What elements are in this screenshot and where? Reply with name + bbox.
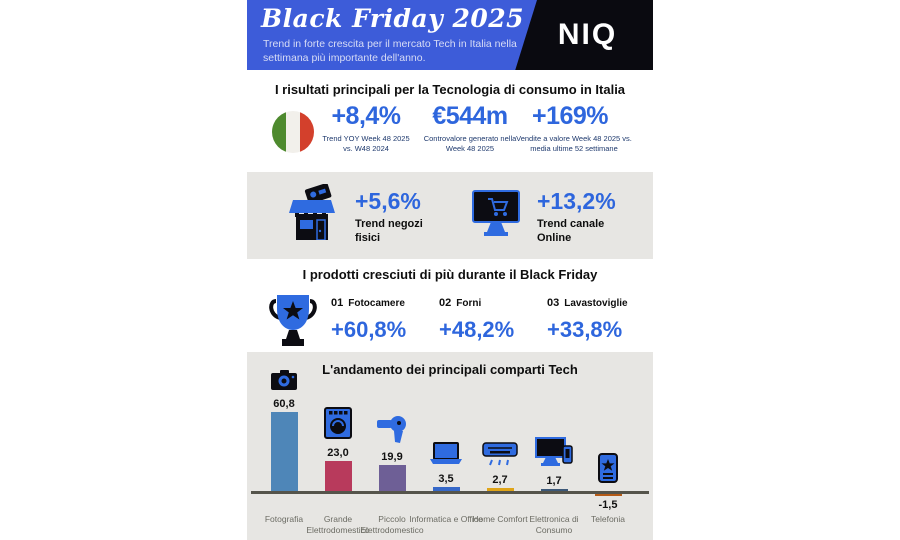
stat-value: +5,6%: [355, 188, 421, 214]
italy-flag-icon: [272, 111, 314, 158]
bar: [378, 465, 406, 491]
category-label: Elettronica di Consumo: [529, 514, 579, 536]
content-column: Black Friday 2025 Trend in forte crescit…: [247, 0, 653, 540]
online-channel-stat: +13,2% Trend canale Online: [537, 188, 617, 246]
page-title: Black Friday 2025: [261, 4, 525, 33]
bar: [540, 488, 568, 491]
bar: [486, 487, 514, 491]
stat-trend-yoy: +8,4% Trend YOY Week 48 2025 vs. W48 202…: [311, 102, 421, 154]
channels-band: +5,6% Trend negozi fisici +13,2% Trend c: [247, 172, 653, 259]
bar-grande-elettrodomestico: 23,0: [303, 407, 373, 491]
product-rank-2: 02 Forni +48,2%: [439, 293, 514, 343]
tv-phone-icon: [535, 436, 573, 472]
category-label: Grande Elettrodomestico: [306, 514, 370, 536]
page-subtitle: Trend in forte crescita per il mercato T…: [263, 38, 517, 64]
stat-value: +8,4%: [331, 102, 401, 130]
chart-baseline: [251, 491, 649, 494]
results-title: I risultati principali per la Tecnologia…: [274, 82, 626, 97]
air-conditioner-icon: [482, 441, 518, 471]
store-icon: [287, 183, 337, 245]
hairdryer-icon: [376, 415, 408, 448]
rank-number: 03: [547, 297, 560, 309]
laptop-icon: [430, 441, 462, 470]
stat-caption: Trend YOY Week 48 2025 vs. W48 2024: [322, 134, 410, 153]
product-rank-1: 01 Fotocamere +60,8%: [331, 293, 406, 343]
bar: [270, 412, 298, 491]
product-rank-3: 03 Lavastoviglie +33,8%: [547, 293, 628, 343]
online-monitor-icon: [472, 190, 520, 241]
stat-vs-average: +169% Vendite a valore Week 48 2025 vs. …: [515, 102, 632, 154]
bar-fotografia: 60,8: [249, 370, 319, 491]
category-label: Piccolo Elettrodomestico: [360, 514, 424, 536]
smartphone-icon: [598, 453, 618, 488]
product-value: +33,8%: [547, 317, 623, 342]
top-products-section: I prodotti cresciuti di più durante il B…: [247, 259, 653, 352]
product-value: +60,8%: [331, 317, 407, 342]
stat-caption: Vendite a valore Week 48 2025 vs. media …: [516, 134, 632, 153]
bar-value: 2,7: [492, 473, 508, 486]
bar-piccolo-elettrodomestico: 19,9: [357, 415, 427, 491]
product-name: Fotocamere: [348, 298, 405, 309]
stat-label: Trend negozi fisici: [355, 218, 423, 244]
bar-value: 23,0: [327, 447, 349, 460]
category-label: Informatica e Office: [409, 514, 483, 524]
bar: [432, 486, 460, 491]
bar-value: -1,5: [598, 499, 618, 511]
bar-informatica-office: 3,5: [411, 441, 481, 491]
oven-icon: [324, 407, 352, 444]
stat-value: €544m: [432, 102, 508, 130]
results-section: I risultati principali per la Tecnologia…: [247, 80, 653, 172]
product-name: Forni: [456, 298, 482, 309]
product-name: Lavastoviglie: [564, 298, 628, 309]
stat-turnover: €544m Controvalore generato nella Week 4…: [415, 102, 525, 154]
bar-elettronica-consumo: 1,7: [519, 436, 589, 491]
bar: [324, 461, 352, 491]
bar-home-comfort: 2,7: [465, 441, 535, 491]
top-products-title: I prodotti cresciuti di più durante il B…: [302, 267, 598, 282]
category-label: Home Comfort: [472, 514, 528, 524]
camera-icon: [271, 370, 297, 395]
stat-caption: Controvalore generato nella Week 48 2025: [423, 134, 517, 153]
physical-stores-stat: +5,6% Trend negozi fisici: [355, 188, 435, 246]
header-banner: Black Friday 2025 Trend in forte crescit…: [247, 0, 653, 70]
tech-sectors-chart: L'andamento dei principali comparti Tech…: [247, 352, 653, 540]
niq-logo-panel: NIQ: [515, 0, 653, 70]
stat-label: Trend canale Online: [537, 218, 605, 244]
category-label: Fotografia: [264, 514, 304, 524]
chart-title: L'andamento dei principali comparti Tech: [322, 362, 578, 377]
stat-value: +169%: [531, 102, 609, 130]
stat-value: +13,2%: [537, 188, 616, 214]
bar-value: 60,8: [273, 398, 295, 410]
trophy-icon: [269, 291, 317, 354]
bar: [594, 494, 622, 496]
category-label: Telefonia: [590, 514, 626, 524]
bar-value: 3,5: [438, 472, 454, 485]
bar-telefonia: -1,5: [573, 453, 643, 511]
niq-logo: NIQ: [557, 18, 618, 51]
bar-value: 19,9: [381, 451, 403, 464]
product-value: +48,2%: [439, 317, 515, 342]
bar-value: 1,7: [546, 474, 562, 487]
rank-number: 02: [439, 297, 452, 309]
rank-number: 01: [331, 297, 344, 309]
